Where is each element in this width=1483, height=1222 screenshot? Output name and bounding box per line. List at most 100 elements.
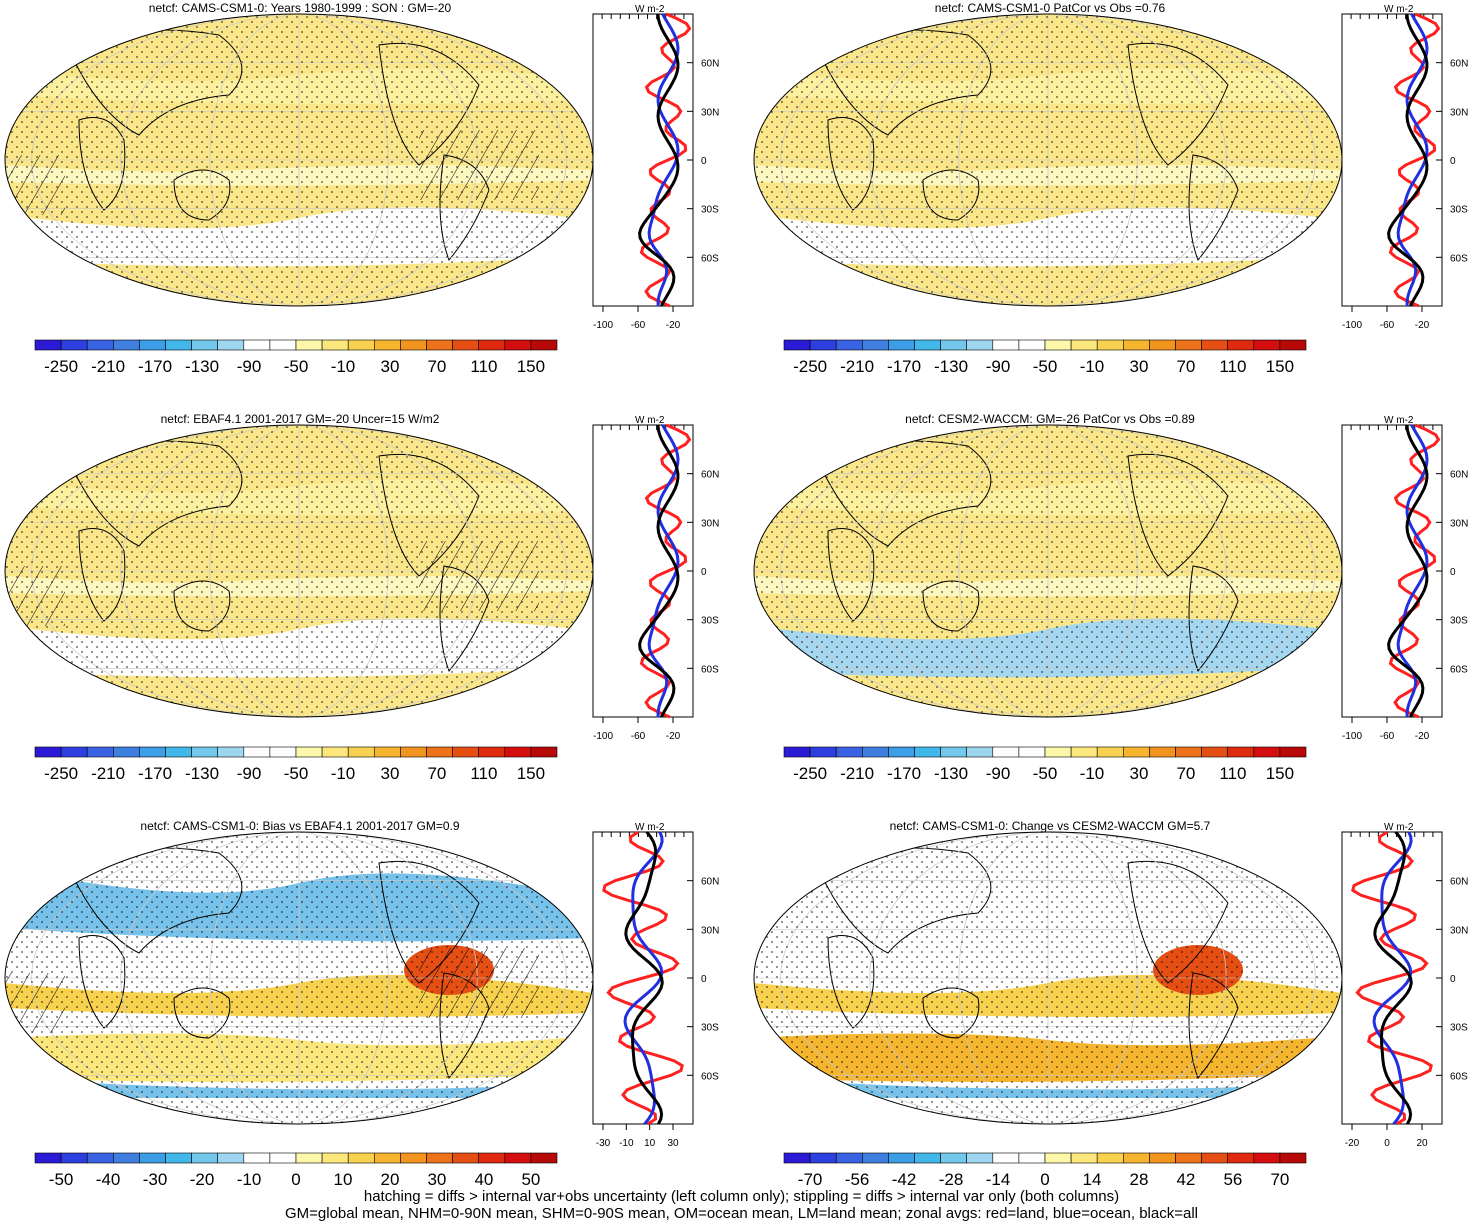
colorbar-swatch xyxy=(784,747,810,757)
colorbar-swatch xyxy=(784,340,810,350)
colorbar-swatch xyxy=(35,747,61,757)
colorbar-swatch xyxy=(1149,747,1175,757)
colorbar-label: -90 xyxy=(986,357,1011,376)
colorbar-swatch xyxy=(61,1153,87,1163)
colorbar-label: 110 xyxy=(470,764,497,783)
colorbar-label: 30 xyxy=(427,1170,446,1189)
colorbar-swatch xyxy=(87,340,113,350)
colorbar-label: -250 xyxy=(793,764,827,783)
panel-title: netcf: CAMS-CSM1-0 PatCor vs Obs =0.76 xyxy=(935,1,1166,15)
colorbar-label: 150 xyxy=(1266,764,1294,783)
colorbar-label: 30 xyxy=(380,764,399,783)
colorbar-label: -210 xyxy=(91,764,125,783)
hatching xyxy=(419,541,539,611)
colorbar-swatch xyxy=(139,1153,165,1163)
colorbar-swatch xyxy=(1228,340,1254,350)
colorbar-swatch xyxy=(1254,340,1280,350)
colorbar-label: -90 xyxy=(237,357,262,376)
colorbar-swatch xyxy=(218,340,244,350)
colorbar-swatch xyxy=(810,340,836,350)
zonal-ytick-label: 60N xyxy=(701,877,719,888)
colorbar-swatch xyxy=(348,1153,374,1163)
hatching xyxy=(5,973,65,1033)
map xyxy=(5,14,593,306)
colorbar-swatch xyxy=(270,340,296,350)
colorbar-swatch xyxy=(427,1153,453,1163)
zonal-xtick-label: -60 xyxy=(1380,731,1395,742)
colorbar-swatch xyxy=(993,747,1019,757)
zonal-xtick-label: -20 xyxy=(666,320,681,331)
colorbar-label: -20 xyxy=(190,1170,215,1189)
zonal-unit-label: W m-2 xyxy=(635,415,665,426)
colorbar-swatch xyxy=(888,1153,914,1163)
colorbar-label: -130 xyxy=(185,764,219,783)
zonal-xtick-label: -100 xyxy=(1342,320,1362,331)
colorbar-swatch xyxy=(453,747,479,757)
colorbar-swatch xyxy=(1071,1153,1097,1163)
colorbar-swatch xyxy=(1123,747,1149,757)
zonal-land-line xyxy=(604,832,682,1124)
colorbar-label: -210 xyxy=(840,764,874,783)
colorbar-swatch xyxy=(374,747,400,757)
colorbar-swatch xyxy=(427,340,453,350)
colorbar-label: -10 xyxy=(331,764,356,783)
map xyxy=(754,14,1342,306)
zonal-ytick-label: 60S xyxy=(701,1071,719,1082)
map xyxy=(5,832,593,1124)
zonal-unit-label: W m-2 xyxy=(1384,4,1414,15)
colorbar-swatch xyxy=(1176,1153,1202,1163)
colorbar-label: -170 xyxy=(138,764,172,783)
zonal-unit-label: W m-2 xyxy=(635,4,665,15)
colorbar-label: 56 xyxy=(1223,1170,1242,1189)
zonal-xtick-label: -20 xyxy=(1415,731,1430,742)
colorbar-label: 0 xyxy=(291,1170,300,1189)
colorbar-label: 50 xyxy=(521,1170,540,1189)
colorbar-swatch xyxy=(270,747,296,757)
colorbar-swatch xyxy=(1045,747,1071,757)
colorbar-swatch xyxy=(374,1153,400,1163)
zonal-ytick-label: 60S xyxy=(701,664,719,675)
colorbar-swatch xyxy=(296,1153,322,1163)
colorbar-label: -14 xyxy=(986,1170,1011,1189)
map xyxy=(754,425,1342,717)
hatching xyxy=(419,130,539,200)
zonal-ytick-label: 30S xyxy=(1450,1023,1468,1034)
colorbar-label: 70 xyxy=(427,764,446,783)
panel-title: netcf: CAMS-CSM1-0: Change vs CESM2-WACC… xyxy=(890,819,1211,833)
colorbar-swatch xyxy=(1280,1153,1306,1163)
zonal-ytick-label: 30N xyxy=(1450,925,1468,936)
colorbar-swatch xyxy=(810,747,836,757)
colorbar-swatch xyxy=(113,340,139,350)
colorbar-label: 110 xyxy=(470,357,497,376)
colorbar-label: 20 xyxy=(380,1170,399,1189)
colorbar-swatch xyxy=(1202,1153,1228,1163)
colorbar-label: 70 xyxy=(427,357,446,376)
map xyxy=(754,832,1342,1124)
colorbar-label: 150 xyxy=(517,764,545,783)
colorbar-swatch xyxy=(139,340,165,350)
zonal-ytick-label: 30N xyxy=(1450,518,1468,529)
zonal-ytick-label: 60S xyxy=(1450,664,1468,675)
zonal-ytick-label: 30N xyxy=(701,107,719,118)
colorbar-label: -28 xyxy=(939,1170,964,1189)
colorbar-swatch xyxy=(453,340,479,350)
zonal-ytick-label: 30S xyxy=(701,205,719,216)
colorbar-swatch xyxy=(427,747,453,757)
colorbar-label: -10 xyxy=(1080,764,1105,783)
colorbar-swatch xyxy=(400,1153,426,1163)
colorbar-label: 70 xyxy=(1176,764,1195,783)
colorbar-swatch xyxy=(348,340,374,350)
colorbar-swatch xyxy=(836,1153,862,1163)
zonal-ytick-label: 60S xyxy=(1450,253,1468,264)
colorbar-label: -170 xyxy=(138,357,172,376)
zonal-ytick-label: 60N xyxy=(1450,877,1468,888)
zonal-ytick-label: 0 xyxy=(701,974,707,985)
colorbar-swatch xyxy=(348,747,374,757)
colorbar-swatch xyxy=(531,747,557,757)
colorbar-swatch xyxy=(244,1153,270,1163)
colorbar-swatch xyxy=(862,340,888,350)
